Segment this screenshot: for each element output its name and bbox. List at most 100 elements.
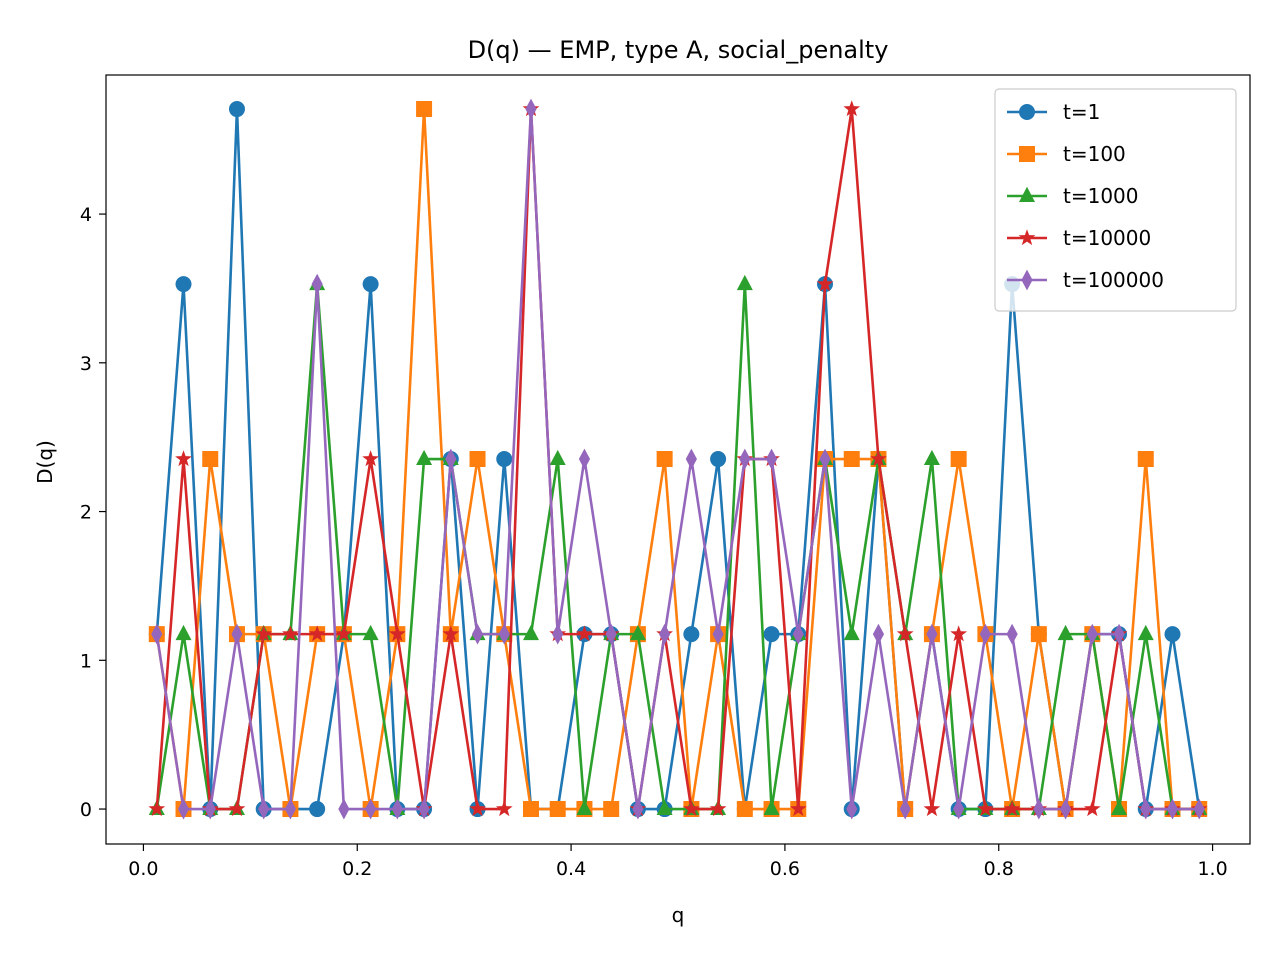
data-point-t=100000-18 bbox=[632, 798, 644, 820]
chart-title: D(q) — EMP, type A, social_penalty bbox=[468, 36, 889, 64]
data-point-t=10000-31 bbox=[977, 800, 994, 817]
y-axis: 0 1 2 3 4 bbox=[80, 204, 106, 821]
data-point-t=1-20 bbox=[683, 626, 700, 643]
data-point-t=100000-29 bbox=[926, 623, 938, 645]
data-point-t=100000-4 bbox=[258, 798, 270, 820]
data-point-t=100000-23 bbox=[765, 448, 778, 470]
legend-label: t=1 bbox=[1063, 100, 1100, 124]
data-point-t=1-13 bbox=[496, 451, 513, 468]
data-point-t=1000-23 bbox=[763, 799, 780, 816]
data-point-t=10000-29 bbox=[923, 800, 941, 817]
data-point-t=100000-14 bbox=[525, 98, 537, 120]
data-point-t=10000-24 bbox=[789, 800, 807, 817]
x-axis-label: q bbox=[672, 903, 685, 927]
data-point-t=10000-27 bbox=[870, 450, 887, 467]
x-tick-label: 1.0 bbox=[1197, 858, 1227, 880]
data-point-t=1000-14 bbox=[522, 624, 539, 641]
data-point-t=100-2 bbox=[202, 451, 219, 468]
data-point-t=100000-20 bbox=[685, 448, 697, 470]
y-tick-label: 2 bbox=[80, 502, 92, 524]
data-point-t=10000-13 bbox=[495, 800, 513, 817]
data-point-t=1-6 bbox=[309, 801, 326, 818]
data-point-t=10000-0 bbox=[148, 800, 166, 817]
data-point-t=100-22 bbox=[736, 801, 753, 818]
data-point-t=100-14 bbox=[522, 801, 539, 818]
legend-marker bbox=[1019, 186, 1035, 202]
y-tick-label: 3 bbox=[80, 353, 92, 375]
data-point-t=10000-8 bbox=[362, 450, 379, 467]
data-point-t=100-33 bbox=[1030, 626, 1047, 643]
data-point-t=100000-38 bbox=[1166, 798, 1179, 820]
data-point-t=1000-34 bbox=[1057, 624, 1074, 641]
data-point-t=100-26 bbox=[843, 451, 860, 468]
legend-frame bbox=[994, 88, 1237, 312]
data-point-t=10000-21 bbox=[709, 800, 727, 817]
data-point-t=1000-15 bbox=[549, 449, 566, 466]
data-point-t=100000-2 bbox=[204, 798, 216, 820]
data-point-t=100000-33 bbox=[1033, 798, 1045, 820]
x-tick-label: 0.2 bbox=[342, 858, 372, 880]
data-point-t=10000-28 bbox=[896, 625, 914, 642]
data-point-t=10000-4 bbox=[255, 625, 273, 642]
data-point-t=100000-19 bbox=[659, 623, 671, 645]
legend-label: t=10000 bbox=[1063, 226, 1151, 250]
data-point-t=100000-25 bbox=[819, 448, 831, 470]
data-point-t=100000-24 bbox=[792, 623, 804, 645]
data-point-t=1000-36 bbox=[1111, 799, 1128, 816]
data-point-t=100000-16 bbox=[578, 448, 591, 470]
data-point-t=100000-27 bbox=[872, 623, 885, 645]
data-point-t=10000-20 bbox=[683, 800, 700, 817]
data-point-t=1000-16 bbox=[576, 799, 593, 816]
legend-marker bbox=[1019, 146, 1035, 162]
data-point-t=100000-32 bbox=[1006, 623, 1018, 645]
data-point-t=100000-22 bbox=[739, 448, 751, 470]
y-tick-label: 4 bbox=[80, 204, 92, 226]
data-point-t=100000-3 bbox=[231, 623, 243, 645]
plot-area bbox=[148, 98, 1208, 820]
legend-entry-t=100000: t=100000 bbox=[1007, 268, 1164, 292]
data-point-t=100000-8 bbox=[365, 798, 377, 820]
legend-entry-t=1000: t=1000 bbox=[1007, 184, 1139, 208]
plot-frame bbox=[105, 74, 1251, 845]
data-point-t=100-10 bbox=[416, 101, 433, 118]
x-tick-label: 0.8 bbox=[984, 858, 1014, 880]
legend-label: t=100000 bbox=[1063, 268, 1164, 292]
data-point-t=100000-1 bbox=[177, 798, 190, 820]
data-point-t=10000-35 bbox=[1083, 800, 1101, 817]
data-point-t=1-8 bbox=[362, 276, 379, 293]
data-point-t=100000-37 bbox=[1140, 798, 1152, 820]
data-point-t=100000-39 bbox=[1193, 798, 1205, 820]
data-point-t=1-1 bbox=[175, 276, 192, 293]
data-point-t=1000-29 bbox=[923, 449, 940, 466]
data-point-t=10000-5 bbox=[282, 625, 299, 642]
legend-entry-t=1: t=1 bbox=[1007, 100, 1100, 124]
data-point-t=1000-19 bbox=[656, 799, 673, 816]
series-line-t=10000 bbox=[155, 107, 1200, 811]
data-point-t=100000-17 bbox=[605, 623, 617, 645]
data-point-t=1000-18 bbox=[629, 624, 646, 641]
data-point-t=100000-12 bbox=[471, 623, 484, 645]
data-point-t=1000-26 bbox=[843, 624, 860, 641]
data-point-t=100000-15 bbox=[552, 623, 564, 645]
data-point-t=10000-16 bbox=[576, 625, 593, 642]
y-tick-label: 0 bbox=[80, 799, 92, 821]
data-point-t=100000-7 bbox=[338, 798, 350, 820]
data-point-t=1-23 bbox=[763, 626, 780, 643]
data-point-t=100-30 bbox=[950, 451, 967, 468]
legend-entry-t=10000: t=10000 bbox=[1007, 226, 1151, 250]
data-point-t=1000-22 bbox=[736, 274, 753, 291]
legend-label: t=1000 bbox=[1063, 184, 1139, 208]
legend-label: t=100 bbox=[1063, 142, 1126, 166]
data-point-t=100-15 bbox=[549, 801, 566, 818]
legend: t=1 t=100 t=1000 t=10000 t=100000 bbox=[994, 88, 1237, 312]
x-tick-label: 0.6 bbox=[770, 858, 800, 880]
data-point-t=100000-35 bbox=[1086, 623, 1098, 645]
data-point-t=10000-11 bbox=[442, 625, 460, 642]
legend-marker bbox=[1021, 269, 1033, 291]
data-point-t=100-19 bbox=[656, 451, 673, 468]
data-point-t=100-37 bbox=[1137, 451, 1154, 468]
data-point-t=1-3 bbox=[228, 101, 245, 118]
data-point-t=10000-1 bbox=[175, 450, 192, 467]
series-t=100000 bbox=[151, 98, 1205, 820]
